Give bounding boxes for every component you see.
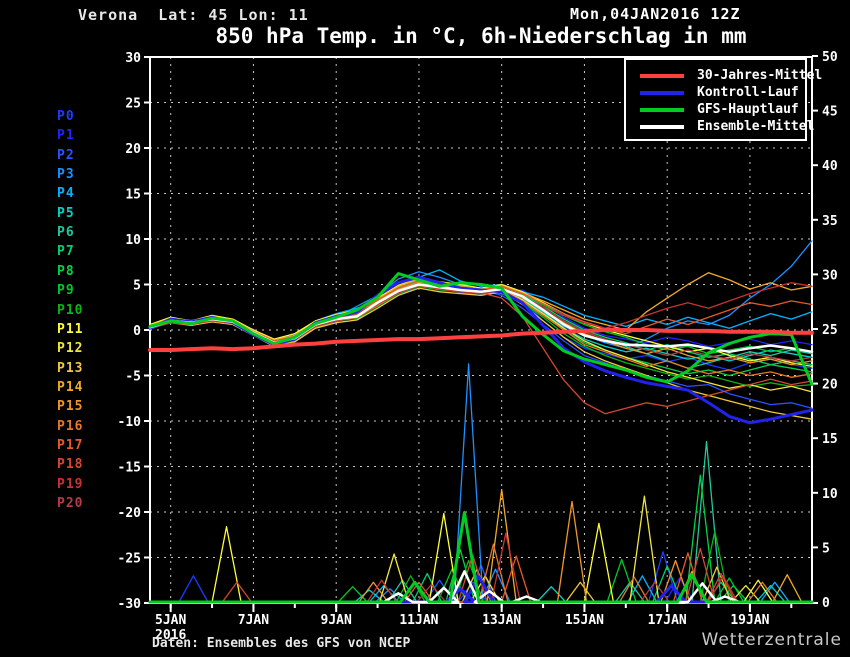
left-axis-label: -5	[125, 370, 141, 385]
x-axis-label: 17JAN	[648, 613, 687, 628]
legend-label: Ensemble-Mittel	[697, 119, 815, 134]
legend-item: Kontroll-Lauf	[640, 84, 805, 101]
member-label-P7: P7	[57, 244, 75, 260]
right-axis-label: 45	[822, 105, 838, 120]
member-label-P12: P12	[57, 341, 84, 357]
series-P17-precip	[149, 552, 813, 603]
chart-title: 850 hPa Temp. in °C, 6h-Niederschlag in …	[215, 24, 747, 48]
member-label-P14: P14	[57, 379, 84, 395]
member-label-P9: P9	[57, 283, 75, 299]
legend-item: 30-Jahres-Mittel	[640, 67, 822, 84]
left-axis-label: -15	[118, 461, 141, 476]
member-label-P15: P15	[57, 399, 84, 415]
x-axis-label: 15JAN	[565, 613, 604, 628]
legend-label: Kontroll-Lauf	[697, 85, 799, 100]
member-label-P6: P6	[57, 225, 75, 241]
series-P11-temp	[149, 277, 813, 368]
member-label-P1: P1	[57, 128, 75, 144]
x-axis-label: 19JAN	[730, 613, 769, 628]
x-axis-label: 5JAN	[155, 613, 186, 628]
member-label-P0: P0	[57, 109, 75, 124]
left-axis-label: -30	[118, 597, 142, 612]
member-label-P16: P16	[57, 418, 84, 434]
series-gfs-main-precip	[148, 511, 814, 604]
left-axis-label: -25	[118, 552, 141, 567]
right-axis-label: 10	[822, 487, 838, 502]
left-axis-label: 30	[125, 51, 141, 66]
right-axis-label: 40	[822, 159, 838, 174]
right-axis-label: 25	[822, 323, 838, 338]
right-axis-label: 30	[822, 268, 838, 283]
legend-line-swatch	[640, 73, 684, 78]
x-axis-label: 13JAN	[482, 613, 521, 628]
station-info: Verona Lat: 45 Lon: 11	[78, 6, 309, 24]
legend-line-swatch	[640, 124, 684, 129]
series-P10-precip	[149, 530, 813, 603]
series-ensemble-mean-temp	[148, 283, 814, 354]
member-label-P20: P20	[57, 496, 84, 511]
member-label-P13: P13	[57, 360, 84, 376]
left-axis-label: 10	[125, 233, 141, 248]
member-label-P18: P18	[57, 457, 84, 473]
left-axis-label: 25	[125, 97, 141, 112]
left-axis-label: 5	[133, 279, 141, 294]
series-gfs-main-temp	[148, 272, 814, 387]
right-axis-label: 35	[822, 214, 838, 229]
brand: Wetterzentrale	[701, 630, 842, 650]
run-datetime: Mon,04JAN2016 12Z	[570, 5, 741, 23]
legend-item: Ensemble-Mittel	[640, 118, 814, 135]
left-axis-label: 15	[125, 188, 141, 203]
right-axis-label: 0	[822, 596, 830, 611]
series-climate-mean-temp	[148, 328, 814, 352]
right-axis-label: 50	[822, 50, 838, 65]
data-source: Daten: Ensembles des GFS von NCEP	[152, 636, 411, 651]
member-label-P3: P3	[57, 167, 75, 183]
legend-line-swatch	[640, 107, 684, 112]
series-P14-precip	[149, 488, 813, 603]
legend-label: GFS-Hauptlauf	[697, 102, 799, 117]
legend-line-swatch	[640, 90, 684, 95]
left-axis-label: 0	[133, 324, 141, 339]
right-axis-label: 15	[822, 432, 838, 447]
x-axis-year-label: 2016	[155, 628, 186, 643]
member-label-P17: P17	[57, 437, 84, 453]
left-axis-label: 20	[125, 142, 141, 157]
member-label-P5: P5	[57, 205, 75, 221]
member-label-P10: P10	[57, 302, 84, 318]
legend-label: 30-Jahres-Mittel	[697, 68, 823, 83]
legend: 30-Jahres-Mittel Kontroll-Lauf GFS-Hauptla…	[624, 58, 822, 141]
x-axis-label: 7JAN	[238, 613, 269, 628]
member-label-P2: P2	[57, 147, 75, 163]
x-axis-label: 11JAN	[399, 613, 438, 628]
left-axis-label: -10	[118, 415, 142, 430]
series-P16-precip	[149, 543, 813, 603]
member-label-P19: P19	[57, 476, 84, 492]
member-label-P11: P11	[57, 321, 84, 337]
x-axis-label: 9JAN	[321, 613, 352, 628]
series-P3-precip	[149, 363, 813, 603]
legend-item: GFS-Hauptlauf	[640, 101, 805, 118]
right-axis-label: 20	[822, 378, 838, 393]
member-label-P4: P4	[57, 186, 75, 202]
right-axis-label: 5	[822, 541, 830, 556]
member-label-P8: P8	[57, 263, 75, 279]
series-P19-precip	[149, 532, 813, 603]
series-P15-precip	[149, 500, 813, 603]
series-P13-temp	[149, 287, 813, 420]
left-axis-label: -20	[118, 506, 142, 521]
